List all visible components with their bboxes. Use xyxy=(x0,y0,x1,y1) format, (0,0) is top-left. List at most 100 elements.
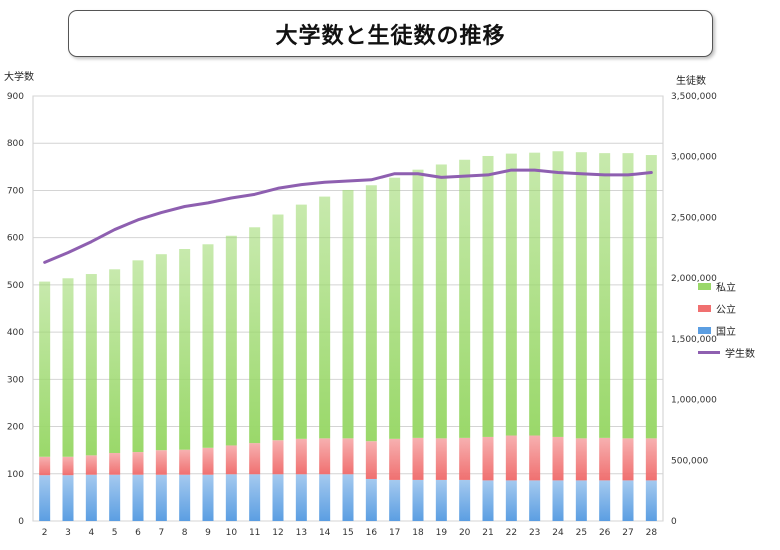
y-left-tick-label: 0 xyxy=(18,517,24,527)
x-tick-label: 19 xyxy=(436,528,448,538)
y-left-tick-label: 800 xyxy=(7,139,24,149)
y-right-axis-title: 生徒数 xyxy=(676,74,706,87)
bar-segment xyxy=(109,269,121,453)
y-left-tick-label: 900 xyxy=(7,92,24,102)
bar-segment xyxy=(645,438,657,481)
y-right-tick-label: 500,000 xyxy=(671,456,708,466)
bar-segment xyxy=(155,474,167,521)
x-tick-label: 23 xyxy=(529,528,540,538)
bar-segment xyxy=(622,480,634,521)
y-right-tick-label: 2,000,000 xyxy=(671,274,717,284)
bar-segment xyxy=(575,438,587,481)
bar-segment xyxy=(599,153,611,438)
bar-segment xyxy=(202,474,214,521)
bar-segment xyxy=(552,436,564,481)
legend-label-students: 学生数 xyxy=(725,348,755,360)
y-left-tick-label: 400 xyxy=(7,328,24,338)
x-tick-label: 14 xyxy=(319,528,331,538)
y-left-tick-label: 300 xyxy=(7,375,24,385)
x-tick-label: 11 xyxy=(249,528,260,538)
y-right-tick-label: 0 xyxy=(671,517,677,527)
bar-segment xyxy=(459,479,471,521)
legend-swatch-private xyxy=(698,282,711,290)
x-tick-label: 22 xyxy=(506,528,517,538)
bar-segment xyxy=(85,274,97,456)
bar-segment xyxy=(342,474,354,521)
legend-swatch-national xyxy=(698,326,711,334)
bar-segment xyxy=(435,479,447,521)
bar-segment xyxy=(225,235,237,446)
x-tick-label: 10 xyxy=(226,528,238,538)
x-tick-label: 15 xyxy=(342,528,353,538)
bar-segment xyxy=(132,260,144,453)
y-right-tick-label: 2,500,000 xyxy=(671,213,717,223)
bar-segment xyxy=(505,480,517,521)
legend-item-national: 国立 xyxy=(698,319,755,341)
student-count-line xyxy=(43,168,653,264)
bar-segment xyxy=(272,440,284,475)
x-tick-label: 3 xyxy=(65,528,71,538)
y-left-tick-label: 500 xyxy=(7,281,24,291)
bar-segment xyxy=(482,480,494,521)
bar-segment xyxy=(599,437,611,481)
x-tick-label: 7 xyxy=(158,528,164,538)
bar-segment xyxy=(552,151,564,437)
bar-segment xyxy=(179,474,191,521)
legend-label-public: 公立 xyxy=(716,304,736,316)
x-tick-label: 5 xyxy=(112,528,118,538)
bar-segment xyxy=(39,475,51,521)
bar-segment xyxy=(365,441,377,479)
bar-segment xyxy=(85,455,97,475)
bar-segment xyxy=(225,445,237,475)
bar-segment xyxy=(389,479,401,521)
legend-swatch-public xyxy=(698,304,711,312)
legend-item-private: 私立 xyxy=(698,275,755,297)
legend-item-public: 公立 xyxy=(698,297,755,319)
x-tick-label: 13 xyxy=(296,528,307,538)
bar-segment xyxy=(249,227,261,444)
bar-segment xyxy=(85,474,97,521)
bar-segment xyxy=(342,438,354,475)
y-left-tick-label: 600 xyxy=(7,234,24,244)
bar-segment xyxy=(622,153,634,439)
x-tick-label: 12 xyxy=(272,528,283,538)
x-tick-label: 26 xyxy=(599,528,611,538)
bar-segment xyxy=(529,435,541,481)
bar-segment xyxy=(109,474,121,521)
y-left-tick-label: 100 xyxy=(7,470,24,480)
bar-segment xyxy=(435,438,447,480)
bar-segment xyxy=(505,153,517,436)
bar-segment xyxy=(249,443,261,475)
x-tick-label: 20 xyxy=(459,528,471,538)
bar-segment xyxy=(459,159,471,438)
x-tick-label: 16 xyxy=(366,528,378,538)
x-tick-label: 2 xyxy=(42,528,48,538)
y-left-tick-label: 200 xyxy=(7,423,24,433)
bar-segment xyxy=(62,475,74,521)
y-left-tick-label: 700 xyxy=(7,186,24,196)
bar-segment xyxy=(412,437,424,480)
bar-segment xyxy=(575,152,587,439)
x-tick-label: 9 xyxy=(205,528,211,538)
bar-segment xyxy=(435,164,447,439)
bar-segment xyxy=(529,480,541,521)
bar-segment xyxy=(155,450,167,475)
bar-segment xyxy=(179,449,191,475)
bar-segment xyxy=(622,438,634,481)
x-tick-label: 25 xyxy=(576,528,587,538)
bar-segment xyxy=(529,152,541,436)
chart-title-box: 大学数と生徒数の推移 xyxy=(68,10,713,57)
legend-line-students xyxy=(698,350,720,354)
y-left-axis-title: 大学数 xyxy=(4,70,34,83)
x-tick-label: 24 xyxy=(552,528,564,538)
bar-segment xyxy=(552,480,564,521)
x-tick-label: 27 xyxy=(622,528,633,538)
x-tick-label: 28 xyxy=(646,528,658,538)
y-right-tick-label: 3,500,000 xyxy=(671,92,717,102)
y-right-tick-label: 3,000,000 xyxy=(671,153,717,163)
bar-segment xyxy=(39,456,51,476)
bar-segment xyxy=(482,436,494,481)
bar-segment xyxy=(132,474,144,521)
bar-segment xyxy=(365,185,377,442)
